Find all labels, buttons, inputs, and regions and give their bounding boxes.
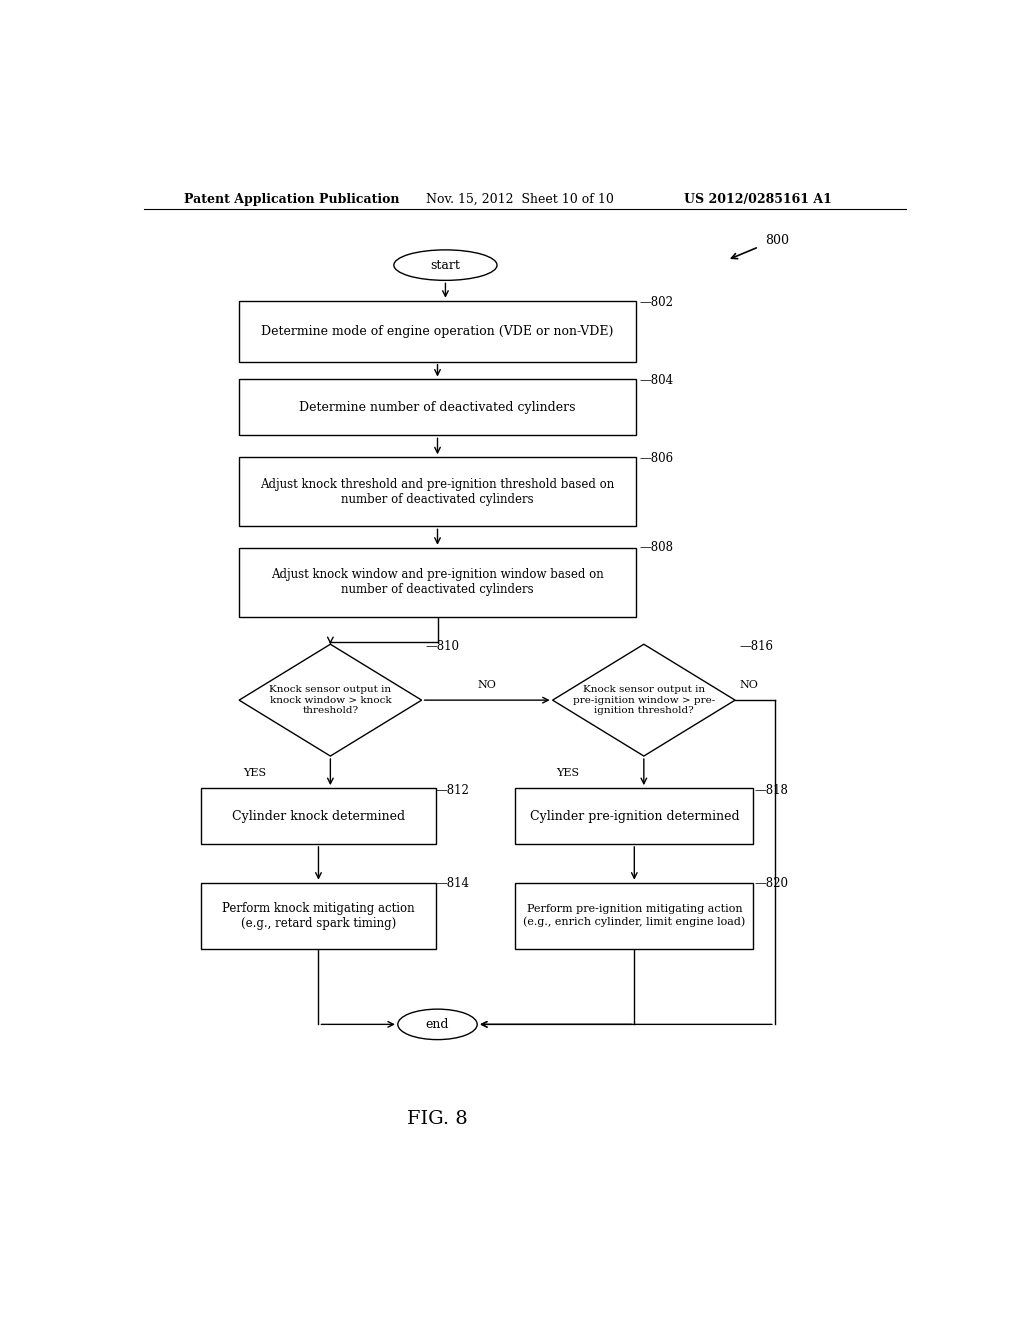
Ellipse shape [394,249,497,280]
Text: —802: —802 [640,296,674,309]
Text: Cylinder pre-ignition determined: Cylinder pre-ignition determined [529,809,739,822]
Text: Knock sensor output in
pre-ignition window > pre-
ignition threshold?: Knock sensor output in pre-ignition wind… [572,685,715,715]
Ellipse shape [397,1008,477,1040]
Text: —818: —818 [755,784,788,797]
Text: Nov. 15, 2012  Sheet 10 of 10: Nov. 15, 2012 Sheet 10 of 10 [426,193,613,206]
Text: Determine number of deactivated cylinders: Determine number of deactivated cylinder… [299,401,575,414]
Text: —804: —804 [640,375,674,388]
FancyBboxPatch shape [240,548,636,616]
Text: NO: NO [739,680,758,690]
FancyBboxPatch shape [240,457,636,527]
Text: —812: —812 [436,784,470,797]
Text: —820: —820 [755,876,788,890]
Text: —816: —816 [739,640,773,653]
Text: Adjust knock window and pre-ignition window based on
number of deactivated cylin: Adjust knock window and pre-ignition win… [271,568,604,597]
Text: YES: YES [243,768,266,779]
Text: start: start [430,259,461,272]
FancyBboxPatch shape [240,301,636,362]
Text: —808: —808 [640,541,674,554]
Text: 800: 800 [765,234,790,247]
Polygon shape [553,644,735,756]
Text: Perform knock mitigating action
(e.g., retard spark timing): Perform knock mitigating action (e.g., r… [222,902,415,929]
Text: —806: —806 [640,451,674,465]
Text: YES: YES [557,768,580,779]
Text: US 2012/0285161 A1: US 2012/0285161 A1 [684,193,831,206]
FancyBboxPatch shape [202,883,435,949]
Polygon shape [240,644,422,756]
Text: Knock sensor output in
knock window > knock
threshold?: Knock sensor output in knock window > kn… [269,685,391,715]
Text: Determine mode of engine operation (VDE or non-VDE): Determine mode of engine operation (VDE … [261,325,613,338]
Text: Cylinder knock determined: Cylinder knock determined [231,809,406,822]
Text: Adjust knock threshold and pre-ignition threshold based on
number of deactivated: Adjust knock threshold and pre-ignition … [260,478,614,506]
Text: NO: NO [477,680,497,690]
Text: end: end [426,1018,450,1031]
Text: —810: —810 [426,640,460,653]
Text: —814: —814 [436,876,470,890]
FancyBboxPatch shape [202,788,435,843]
Text: Patent Application Publication: Patent Application Publication [183,193,399,206]
FancyBboxPatch shape [515,883,754,949]
FancyBboxPatch shape [240,379,636,436]
FancyBboxPatch shape [515,788,754,843]
Text: FIG. 8: FIG. 8 [408,1110,468,1127]
Text: Perform pre-ignition mitigating action
(e.g., enrich cylinder, limit engine load: Perform pre-ignition mitigating action (… [523,904,745,927]
